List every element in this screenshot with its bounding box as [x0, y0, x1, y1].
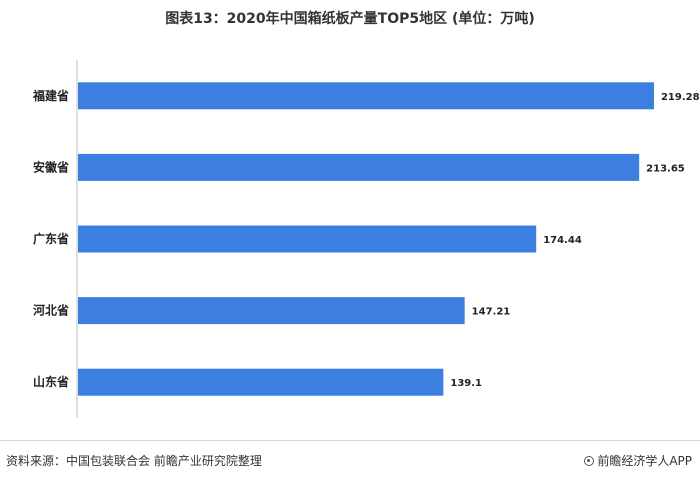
- category-tick-label: 河北省: [32, 303, 69, 318]
- category-tick-label: 广东省: [33, 231, 69, 246]
- bar-chart: 福建省 219.28 安徽省 213.65 广东省 174.44 河北省 147.21 山东省 1…: [32, 60, 700, 418]
- category-tick-label: 安徽省: [33, 159, 69, 174]
- category-tick-label: 福建省: [32, 88, 69, 103]
- source-note: 资料来源：中国包装联合会 前瞻产业研究院整理: [6, 454, 262, 468]
- bar: [78, 82, 654, 110]
- brand-label: 前瞻经济学人APP: [597, 454, 692, 468]
- bar: [78, 153, 640, 181]
- data-label: 219.28: [661, 92, 700, 103]
- chart-title: 图表13：2020年中国箱纸板产量TOP5地区 (单位：万吨): [165, 11, 535, 27]
- data-label: 213.65: [646, 163, 685, 174]
- data-label: 174.44: [543, 235, 582, 246]
- bar: [78, 368, 444, 396]
- brand-logo-icon: [584, 455, 595, 466]
- data-label: 147.21: [472, 307, 511, 318]
- category-tick-label: 山东省: [33, 374, 69, 389]
- brand-mark: 前瞻经济学人APP: [584, 452, 692, 469]
- data-label: 139.1: [450, 378, 482, 389]
- bar: [78, 297, 465, 325]
- footer-divider: [0, 440, 700, 441]
- bar: [78, 225, 537, 253]
